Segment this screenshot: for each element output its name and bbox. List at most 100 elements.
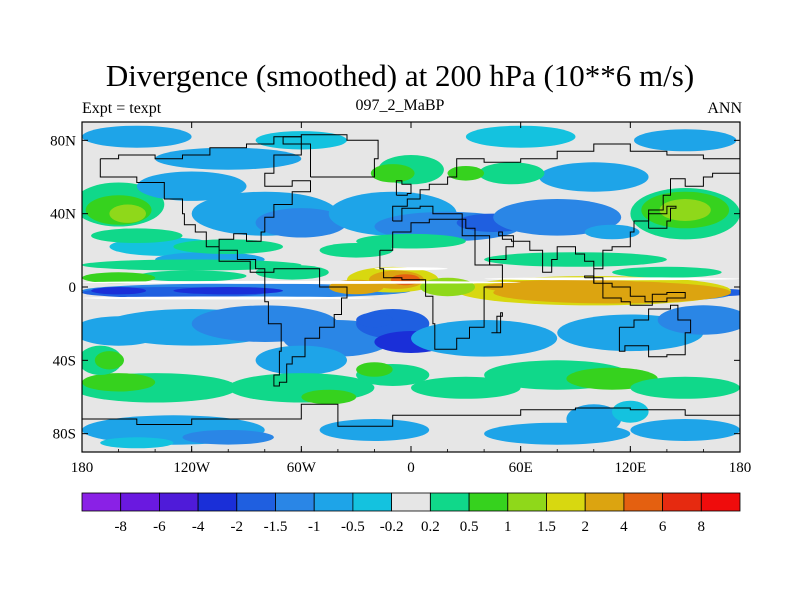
- colorbar-label-1: -6: [153, 519, 166, 535]
- x-tick-label-4: 60E: [509, 460, 533, 476]
- colorbar-box-16: [700, 492, 741, 512]
- colorbar-box-13: [584, 492, 625, 512]
- colorbar-label-10: 1: [504, 519, 512, 535]
- zero-contour-gap-3: [374, 267, 448, 271]
- colorbar-label-12: 2: [581, 519, 589, 535]
- colorbar-box-5: [275, 492, 315, 512]
- x-tick-label-0: 180: [71, 460, 94, 476]
- colorbar-box-0: [81, 492, 122, 512]
- y-tick-label-2: 0: [69, 280, 77, 296]
- contour-blob-15: [255, 208, 347, 238]
- contour-blob-76: [319, 419, 430, 441]
- contour-blob-56: [356, 312, 393, 328]
- contour-blob-29: [356, 233, 466, 249]
- colorbar-box-8: [391, 492, 431, 512]
- colorbar-label-2: -4: [192, 519, 205, 535]
- colorbar-label-8: 0.2: [421, 519, 440, 535]
- y-tick-label-0: 80N: [50, 133, 76, 149]
- colorbar-box-1: [120, 492, 160, 512]
- colorbar-label-11: 1.5: [537, 519, 556, 535]
- contour-blob-71: [94, 351, 124, 370]
- coastline-5: [618, 304, 692, 358]
- colorbar-label-5: -1: [308, 519, 321, 535]
- contour-blob-24: [91, 228, 183, 243]
- contour-blob-22: [447, 166, 485, 181]
- coastline-10: [491, 312, 503, 334]
- coastline-6: [82, 403, 740, 427]
- coastline-layer: [82, 134, 740, 427]
- contour-blob-49: [612, 266, 722, 278]
- chart-title: Divergence (smoothed) at 200 hPa (10**6 …: [105, 58, 695, 93]
- coastline-2: [264, 268, 348, 387]
- case-label: 097_2_MaBP: [355, 97, 445, 114]
- colorbar-label-4: -1.5: [264, 519, 288, 535]
- zero-contour-gap-2: [82, 296, 375, 300]
- contour-blob-27: [82, 259, 302, 271]
- colorbar-box-12: [546, 492, 586, 512]
- coastline-9: [648, 205, 677, 229]
- contour-blob-19: [493, 199, 622, 236]
- contour-blob-69: [630, 376, 740, 399]
- contour-blob-20: [539, 162, 649, 192]
- colorbar-box-15: [662, 492, 702, 512]
- colorbar-label-3: -2: [231, 519, 244, 535]
- colorbar-box-9: [429, 492, 470, 512]
- contour-blob-0: [82, 125, 192, 148]
- contour-blob-61: [255, 345, 347, 375]
- colorbar-label-6: -0.5: [341, 519, 365, 535]
- x-tick-label-2: 60W: [287, 460, 317, 476]
- coastline-8: [395, 180, 412, 196]
- contour-blob-81: [100, 437, 174, 449]
- contour-blob-26: [173, 239, 283, 254]
- x-tick-label-3: 0: [407, 460, 415, 476]
- contour-blob-63: [82, 373, 156, 392]
- y-tick-label-4: 80S: [53, 427, 76, 443]
- colorbar-box-2: [158, 492, 199, 512]
- contour-blob-60: [82, 316, 165, 346]
- y-axis: 80N 40N 0 40S 80S: [50, 133, 740, 443]
- contour-blob-65: [301, 389, 357, 405]
- contour-blob-35: [91, 287, 146, 295]
- colorbar-box-14: [623, 492, 664, 512]
- colorbar-label-9: 0.5: [460, 519, 479, 535]
- colorbar: -8 -6 -4 -2 -1.5 -1 -0.5 -0.2 0.2 0.5 1 1.5 2 4 6 8: [81, 492, 741, 535]
- contour-blob-12: [659, 199, 711, 221]
- contour-blob-9: [109, 204, 146, 223]
- contour-blob-31: [319, 243, 393, 258]
- contour-blob-2: [465, 125, 576, 148]
- coastline-4: [392, 143, 740, 284]
- contour-blob-34: [173, 287, 283, 295]
- contour-blob-4: [155, 147, 302, 170]
- x-axis: 180 120W 60W 0 60E 120E 180: [71, 122, 752, 476]
- contour-blob-66: [411, 376, 521, 399]
- colorbar-label-15: 8: [698, 519, 706, 535]
- contour-blob-79: [566, 404, 622, 434]
- contour-blob-48: [136, 270, 247, 282]
- zero-contour-gap-0: [82, 280, 521, 284]
- colorbar-label-13: 4: [620, 519, 628, 535]
- colorbar-label-14: 6: [659, 519, 667, 535]
- contour-blob-78: [630, 419, 740, 441]
- contour-fill-layer: [82, 122, 740, 452]
- contour-blob-75: [182, 430, 274, 445]
- contour-blob-28: [484, 252, 667, 267]
- colorbar-label-7: -0.2: [380, 519, 404, 535]
- x-tick-label-6: 180: [729, 460, 752, 476]
- contour-blob-50: [82, 272, 156, 284]
- y-tick-label-3: 40S: [53, 353, 76, 369]
- contour-blob-46: [420, 277, 475, 297]
- colorbar-label-0: -8: [114, 519, 127, 535]
- contour-blob-30: [584, 224, 640, 240]
- season-label: ANN: [707, 100, 742, 117]
- zero-contour-gap-1: [484, 277, 740, 281]
- contour-blob-59: [657, 305, 740, 335]
- contour-blob-57: [411, 320, 558, 357]
- x-tick-label-1: 120W: [173, 460, 211, 476]
- coastline-7: [584, 275, 686, 306]
- contour-blob-3: [634, 129, 737, 152]
- experiment-label: Expt = texpt: [82, 100, 162, 117]
- colorbar-box-10: [468, 492, 509, 512]
- y-tick-label-1: 40N: [50, 207, 76, 223]
- colorbar-box-4: [236, 492, 276, 512]
